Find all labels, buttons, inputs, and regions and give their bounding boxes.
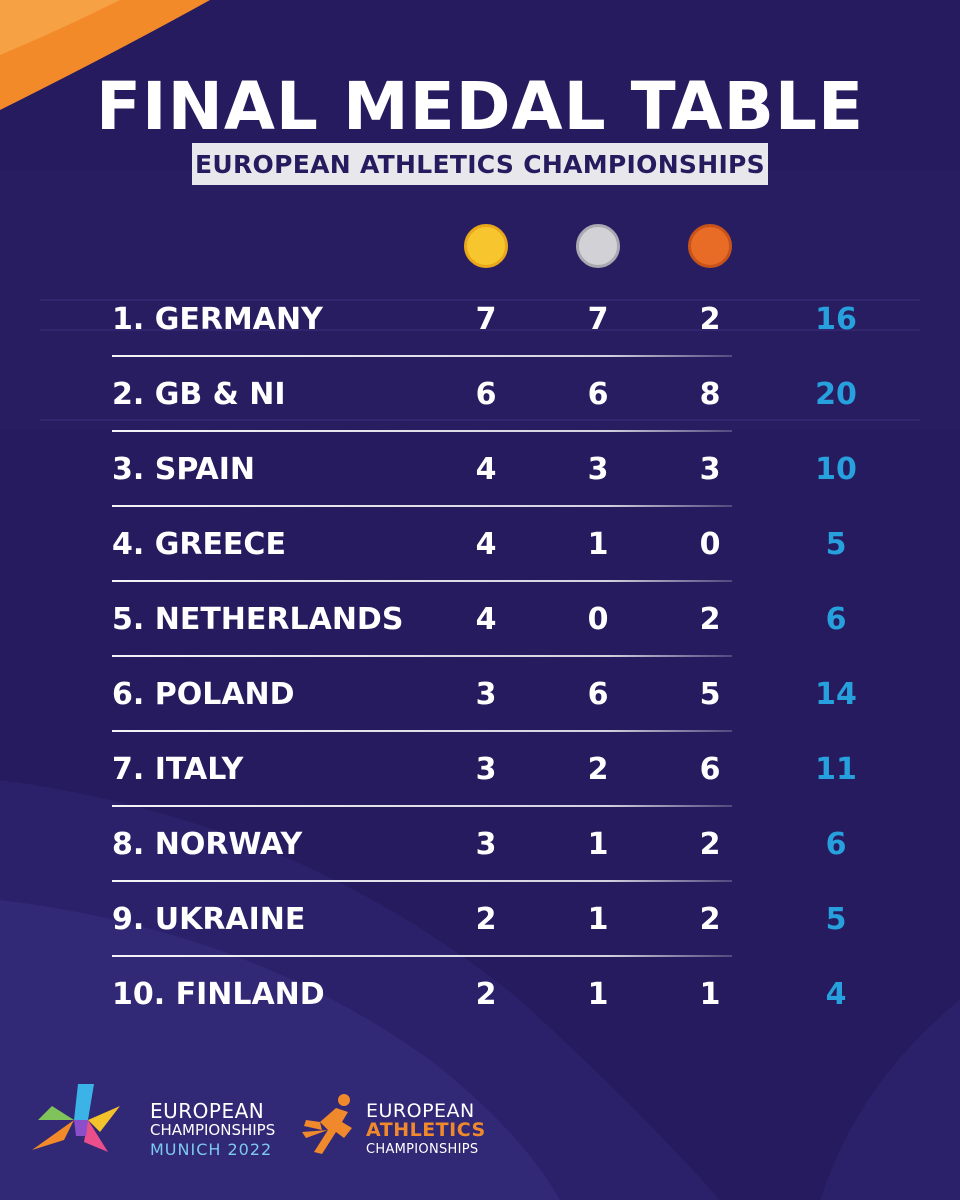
munich-2022-logo-icon (32, 1084, 120, 1152)
silver-count: 1 (587, 977, 609, 1012)
total-count: 4 (825, 977, 847, 1012)
table-row: 9. UKRAINE 2 1 2 5 (112, 882, 872, 957)
european-athletics-runner-icon (302, 1094, 352, 1154)
row-divider (112, 955, 732, 957)
silver-count: 6 (587, 677, 609, 712)
gold-count: 4 (475, 527, 497, 562)
total-count: 11 (815, 752, 857, 787)
bronze-count: 2 (699, 827, 721, 862)
table-row: 3. SPAIN 4 3 3 10 (112, 432, 872, 507)
gold-count: 7 (475, 302, 497, 337)
silver-count: 6 (587, 377, 609, 412)
medal-table: 1. GERMANY 7 7 2 16 2. GB & NI 6 6 8 20 … (112, 282, 872, 1032)
bronze-count: 2 (699, 602, 721, 637)
row-divider (112, 430, 732, 432)
logo1-line3: MUNICH 2022 (150, 1140, 273, 1159)
country-name: 8. NORWAY (112, 827, 303, 862)
total-count: 6 (825, 602, 847, 637)
gold-medal-icon (464, 224, 508, 268)
silver-count: 3 (587, 452, 609, 487)
country-name: 9. UKRAINE (112, 902, 306, 937)
bronze-count: 1 (699, 977, 721, 1012)
subtitle-banner: EUROPEAN ATHLETICS CHAMPIONSHIPS (192, 143, 768, 185)
total-count: 5 (825, 527, 847, 562)
logo2-line1: EUROPEAN (366, 1100, 475, 1122)
row-divider (112, 355, 732, 357)
table-row: 4. GREECE 4 1 0 5 (112, 507, 872, 582)
table-row: 5. NETHERLANDS 4 0 2 6 (112, 582, 872, 657)
silver-count: 2 (587, 752, 609, 787)
country-name: 2. GB & NI (112, 377, 286, 412)
bronze-count: 5 (699, 677, 721, 712)
silver-count: 1 (587, 902, 609, 937)
bronze-count: 2 (699, 902, 721, 937)
bronze-count: 6 (699, 752, 721, 787)
row-divider (112, 805, 732, 807)
logo1-line2: CHAMPIONSHIPS (150, 1121, 276, 1139)
silver-count: 1 (587, 527, 609, 562)
gold-count: 2 (475, 977, 497, 1012)
page-title: FINAL MEDAL TABLE (95, 68, 865, 145)
bronze-count: 0 (699, 527, 721, 562)
total-count: 16 (815, 302, 857, 337)
gold-count: 4 (475, 452, 497, 487)
logo2-line3: CHAMPIONSHIPS (366, 1142, 479, 1157)
bronze-count: 8 (699, 377, 721, 412)
country-name: 10. FINLAND (112, 977, 325, 1012)
gold-count: 4 (475, 602, 497, 637)
country-name: 4. GREECE (112, 527, 286, 562)
silver-count: 0 (587, 602, 609, 637)
silver-count: 7 (587, 302, 609, 337)
table-row: 10. FINLAND 2 1 1 4 (112, 957, 872, 1032)
bronze-count: 2 (699, 302, 721, 337)
row-divider (112, 655, 732, 657)
silver-count: 1 (587, 827, 609, 862)
european-athletics-logo-text: EUROPEAN ATHLETICS CHAMPIONSHIPS (366, 1102, 486, 1159)
row-divider (112, 730, 732, 732)
munich-2022-logo-text: EUROPEAN CHAMPIONSHIPS MUNICH 2022 (150, 1099, 276, 1159)
total-count: 10 (815, 452, 857, 487)
gold-count: 2 (475, 902, 497, 937)
table-row: 1. GERMANY 7 7 2 16 (112, 282, 872, 357)
table-row: 6. POLAND 3 6 5 14 (112, 657, 872, 732)
gold-count: 3 (475, 677, 497, 712)
logo2-line2: ATHLETICS (366, 1119, 486, 1141)
country-name: 1. GERMANY (112, 302, 323, 337)
table-row: 7. ITALY 3 2 6 11 (112, 732, 872, 807)
page-subtitle: EUROPEAN ATHLETICS CHAMPIONSHIPS (195, 149, 765, 179)
table-row: 2. GB & NI 6 6 8 20 (112, 357, 872, 432)
silver-medal-icon (576, 224, 620, 268)
bronze-medal-icon (688, 224, 732, 268)
country-name: 5. NETHERLANDS (112, 602, 404, 637)
country-name: 7. ITALY (112, 752, 244, 787)
total-count: 14 (815, 677, 857, 712)
total-count: 20 (815, 377, 857, 412)
row-divider (112, 880, 732, 882)
gold-count: 6 (475, 377, 497, 412)
gold-count: 3 (475, 752, 497, 787)
row-divider (112, 580, 732, 582)
gold-count: 3 (475, 827, 497, 862)
logo1-line1: EUROPEAN (150, 1099, 265, 1123)
total-count: 6 (825, 827, 847, 862)
country-name: 3. SPAIN (112, 452, 256, 487)
table-row: 8. NORWAY 3 1 2 6 (112, 807, 872, 882)
row-divider (112, 505, 732, 507)
total-count: 5 (825, 902, 847, 937)
country-name: 6. POLAND (112, 677, 295, 712)
bronze-count: 3 (699, 452, 721, 487)
